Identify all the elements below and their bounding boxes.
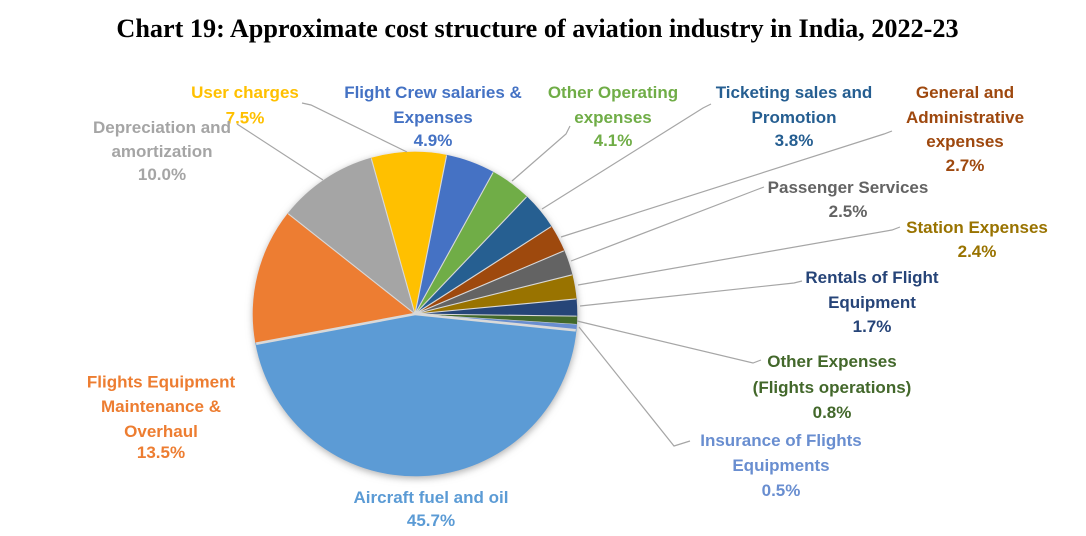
svg-text:General and: General and [916, 83, 1014, 102]
svg-text:Equipment: Equipment [828, 293, 916, 312]
svg-text:(Flights operations): (Flights operations) [753, 378, 912, 397]
svg-text:Maintenance &: Maintenance & [101, 397, 221, 416]
svg-text:0.8%: 0.8% [813, 403, 852, 422]
svg-text:expenses: expenses [926, 132, 1004, 151]
svg-text:Other Expenses: Other Expenses [767, 352, 896, 371]
svg-text:2.7%: 2.7% [946, 156, 985, 175]
svg-text:Equipments: Equipments [732, 456, 829, 475]
svg-text:expenses: expenses [574, 108, 652, 127]
svg-text:Insurance of Flights: Insurance of Flights [700, 431, 862, 450]
svg-text:Overhaul: Overhaul [124, 422, 198, 441]
svg-text:13.5%: 13.5% [137, 443, 185, 462]
svg-text:Promotion: Promotion [752, 108, 837, 127]
svg-text:45.7%: 45.7% [407, 511, 455, 530]
svg-text:Aircraft fuel and oil: Aircraft fuel and oil [354, 488, 509, 507]
svg-text:User charges: User charges [191, 83, 299, 102]
svg-text:3.8%: 3.8% [775, 131, 814, 150]
svg-text:2.5%: 2.5% [829, 202, 868, 221]
svg-text:Other Operating: Other Operating [548, 83, 678, 102]
svg-text:Administrative: Administrative [906, 108, 1024, 127]
svg-text:Rentals of Flight: Rentals of Flight [805, 268, 939, 287]
svg-text:Chart 19: Approximate cost str: Chart 19: Approximate cost structure of … [116, 14, 958, 43]
svg-text:0.5%: 0.5% [762, 481, 801, 500]
svg-text:Flights Equipment: Flights Equipment [87, 373, 236, 392]
svg-text:Ticketing sales and: Ticketing sales and [716, 83, 873, 102]
svg-text:1.7%: 1.7% [853, 317, 892, 336]
svg-text:10.0%: 10.0% [138, 165, 186, 184]
svg-text:4.1%: 4.1% [594, 131, 633, 150]
svg-text:Station Expenses: Station Expenses [906, 218, 1048, 237]
svg-text:Flight Crew salaries &: Flight Crew salaries & [344, 83, 522, 102]
svg-text:7.5%: 7.5% [226, 109, 265, 128]
svg-text:2.4%: 2.4% [958, 242, 997, 261]
svg-text:4.9%: 4.9% [414, 131, 453, 150]
svg-text:amortization: amortization [111, 142, 212, 161]
svg-text:Depreciation and: Depreciation and [93, 118, 231, 137]
svg-text:Expenses: Expenses [393, 108, 472, 127]
svg-text:Passenger Services: Passenger Services [768, 178, 929, 197]
